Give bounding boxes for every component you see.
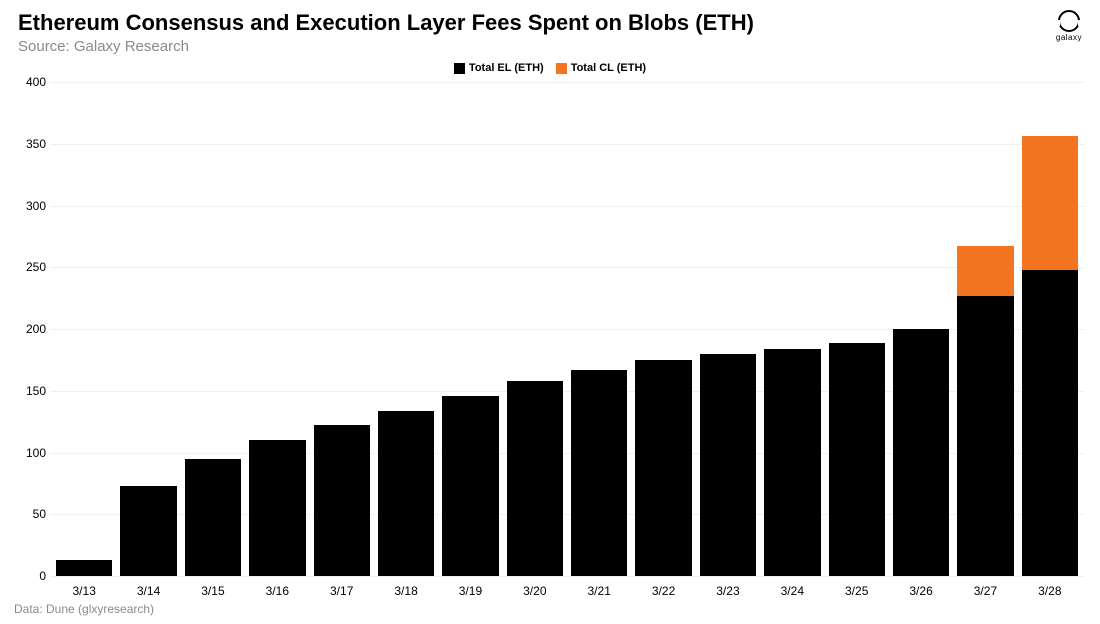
chart-title: Ethereum Consensus and Execution Layer F… [18, 10, 1082, 36]
y-tick-label: 50 [12, 507, 46, 521]
x-tick-label: 3/23 [716, 584, 739, 598]
bar: 3/24 [764, 82, 820, 576]
bar-segment-el [571, 370, 627, 576]
legend-label: Total CL (ETH) [571, 62, 646, 74]
bar: 3/22 [635, 82, 691, 576]
bar: 3/25 [829, 82, 885, 576]
bar-segment-el [893, 329, 949, 576]
bar-segment-el [56, 560, 112, 576]
galaxy-logo-icon [1058, 10, 1080, 32]
x-tick-label: 3/24 [781, 584, 804, 598]
plot-region: 050100150200250300350400 3/133/143/153/1… [50, 82, 1084, 576]
legend-item: Total EL (ETH) [454, 62, 544, 74]
header: Ethereum Consensus and Execution Layer F… [18, 10, 1082, 55]
bar-segment-el [185, 459, 241, 576]
y-tick-label: 250 [12, 260, 46, 274]
bar: 3/13 [56, 82, 112, 576]
y-tick-label: 300 [12, 199, 46, 213]
legend: Total EL (ETH) Total CL (ETH) [0, 62, 1100, 77]
y-tick-label: 100 [12, 446, 46, 460]
bar-segment-el [829, 343, 885, 576]
bar-segment-el [507, 381, 563, 576]
x-tick-label: 3/26 [909, 584, 932, 598]
chart-area: 050100150200250300350400 3/133/143/153/1… [50, 82, 1084, 576]
bar-segment-el [635, 360, 691, 576]
legend-swatch-icon [556, 63, 567, 74]
bar-segment-el [700, 354, 756, 576]
x-tick-label: 3/15 [201, 584, 224, 598]
bar-segment-cl [957, 246, 1013, 295]
bar-segment-el [378, 411, 434, 576]
data-credit: Data: Dune (glxyresearch) [14, 602, 154, 616]
galaxy-logo: galaxy [1056, 10, 1082, 42]
galaxy-logo-text: galaxy [1056, 33, 1082, 42]
bar: 3/14 [120, 82, 176, 576]
bar-segment-el [314, 425, 370, 576]
bar: 3/15 [185, 82, 241, 576]
y-tick-label: 400 [12, 75, 46, 89]
y-tick-label: 350 [12, 137, 46, 151]
bars-group: 3/133/143/153/163/173/183/193/203/213/22… [50, 82, 1084, 576]
x-tick-label: 3/19 [459, 584, 482, 598]
bar: 3/28 [1022, 82, 1078, 576]
x-tick-label: 3/16 [266, 584, 289, 598]
bar: 3/27 [957, 82, 1013, 576]
legend-item: Total CL (ETH) [556, 62, 646, 74]
bar: 3/18 [378, 82, 434, 576]
x-tick-label: 3/13 [73, 584, 96, 598]
bar: 3/20 [507, 82, 563, 576]
x-tick-label: 3/18 [394, 584, 417, 598]
x-tick-label: 3/22 [652, 584, 675, 598]
y-tick-label: 200 [12, 322, 46, 336]
bar: 3/21 [571, 82, 627, 576]
bar-segment-el [249, 440, 305, 576]
bar-segment-el [957, 296, 1013, 576]
bar-segment-el [120, 486, 176, 576]
chart-subtitle: Source: Galaxy Research [18, 38, 1082, 55]
x-tick-label: 3/21 [588, 584, 611, 598]
y-tick-label: 150 [12, 384, 46, 398]
bar: 3/16 [249, 82, 305, 576]
bar-segment-cl [1022, 136, 1078, 269]
bar-segment-el [764, 349, 820, 576]
bar: 3/19 [442, 82, 498, 576]
legend-swatch-icon [454, 63, 465, 74]
x-tick-label: 3/14 [137, 584, 160, 598]
x-tick-label: 3/17 [330, 584, 353, 598]
chart-container: Ethereum Consensus and Execution Layer F… [0, 0, 1100, 624]
bar: 3/23 [700, 82, 756, 576]
x-tick-label: 3/20 [523, 584, 546, 598]
gridline [50, 576, 1084, 577]
bar-segment-el [442, 396, 498, 576]
bar: 3/17 [314, 82, 370, 576]
x-tick-label: 3/27 [974, 584, 997, 598]
x-tick-label: 3/28 [1038, 584, 1061, 598]
x-tick-label: 3/25 [845, 584, 868, 598]
bar: 3/26 [893, 82, 949, 576]
y-axis: 050100150200250300350400 [12, 82, 46, 576]
bar-segment-el [1022, 270, 1078, 576]
legend-label: Total EL (ETH) [469, 62, 544, 74]
y-tick-label: 0 [12, 569, 46, 583]
